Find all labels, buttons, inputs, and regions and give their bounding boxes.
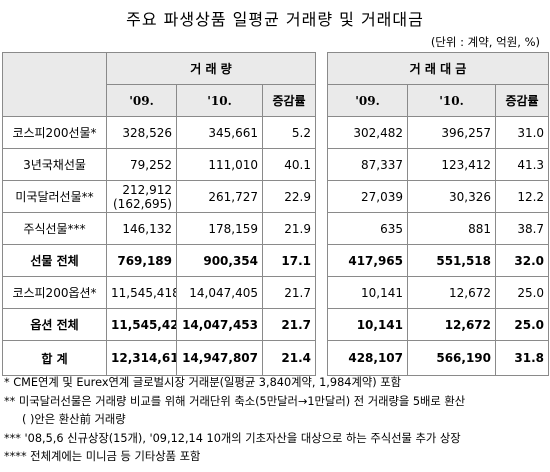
value-10-cell: 881 bbox=[407, 212, 496, 245]
value-change-cell: 25.0 bbox=[494, 276, 550, 309]
row-name: 주식선물*** bbox=[2, 212, 107, 245]
value-10-cell: 566,190 bbox=[407, 340, 496, 376]
value-09-cell: 428,107 bbox=[327, 340, 408, 376]
footnote: ** 미국달러선물은 거래량 비교를 위해 거래단위 축소(5만달러→1만달러)… bbox=[4, 394, 466, 408]
row-name: 코스피200선물* bbox=[2, 116, 107, 149]
value-change-cell: 41.3 bbox=[494, 148, 550, 181]
value-change-cell: 12.2 bbox=[494, 180, 550, 213]
volume-change-cell: 21.9 bbox=[262, 212, 316, 245]
row-name: 미국달러선물** bbox=[2, 180, 107, 213]
volume-change-cell: 5.2 bbox=[262, 116, 316, 149]
table-row: 옵션 전체 11,545,421 14,047,453 21.7 10,141 … bbox=[2, 308, 550, 341]
volume-09-cell: 11,545,421 bbox=[106, 308, 177, 341]
value-year-10-header: '10. bbox=[407, 84, 496, 117]
row-name: 옵션 전체 bbox=[2, 308, 107, 341]
volume-09-value: 212,912 bbox=[122, 182, 172, 197]
footnote: **** 전체계에는 미니금 등 기타상품 포함 bbox=[4, 450, 201, 463]
volume-change-cell: 17.1 bbox=[262, 244, 316, 277]
volume-10-cell: 178,159 bbox=[176, 212, 263, 245]
volume-change-cell: 22.9 bbox=[262, 180, 316, 213]
volume-10-cell: 14,047,453 bbox=[176, 308, 263, 341]
volume-change-cell: 21.7 bbox=[262, 308, 316, 341]
table-row: 주식선물*** 146,132 178,159 21.9 635 881 38.… bbox=[2, 212, 550, 245]
volume-year-10-header: '10. bbox=[176, 84, 263, 117]
volume-09-cell: 328,526 bbox=[106, 116, 177, 149]
row-name: 3년국채선물 bbox=[2, 148, 107, 181]
value-10-cell: 123,412 bbox=[407, 148, 496, 181]
value-10-cell: 551,518 bbox=[407, 244, 496, 277]
volume-change-cell: 40.1 bbox=[262, 148, 316, 181]
row-name: 코스피200옵션* bbox=[2, 276, 107, 309]
row-name: 합 계 bbox=[2, 340, 107, 376]
volume-09-cell: 146,132 bbox=[106, 212, 177, 245]
value-year-09-header: '09. bbox=[327, 84, 408, 117]
value-09-cell: 27,039 bbox=[327, 180, 408, 213]
volume-10-cell: 345,661 bbox=[176, 116, 263, 149]
volume-09-cell: 79,252 bbox=[106, 148, 177, 181]
corner-header-cell bbox=[2, 52, 107, 117]
table-row: 코스피200선물* 328,526 345,661 5.2 302,482 39… bbox=[2, 116, 550, 149]
value-10-cell: 12,672 bbox=[407, 276, 496, 309]
value-header: 거 래 대 금 bbox=[326, 52, 550, 85]
value-change-header: 증감률 bbox=[494, 84, 550, 117]
table-row: 선물 전체 769,189 900,354 17.1 417,965 551,5… bbox=[2, 244, 550, 277]
volume-header: 거 래 량 bbox=[106, 52, 316, 85]
footnote: *** '08,5,6 신규상장(15개), '09,12,14 10개의 기초… bbox=[4, 431, 461, 445]
value-change-cell: 38.7 bbox=[494, 212, 550, 245]
table-row: 코스피200옵션* 11,545,418 14,047,405 21.7 10,… bbox=[2, 276, 550, 309]
volume-change-header: 증감률 bbox=[262, 84, 316, 117]
volume-09-cell: 212,912 (162,695) bbox=[106, 180, 177, 213]
volume-change-cell: 21.7 bbox=[262, 276, 316, 309]
statistics-table: 거 래 량 거 래 대 금 '09. '10. 증감률 '09. '10. 증감… bbox=[2, 52, 550, 376]
value-09-cell: 635 bbox=[327, 212, 408, 245]
table-row: 합 계 12,314,610 14,947,807 21.4 428,107 5… bbox=[2, 340, 550, 376]
table-row: 미국달러선물** 212,912 (162,695) 261,727 22.9 2… bbox=[2, 180, 550, 213]
value-change-cell: 25.0 bbox=[494, 308, 550, 341]
value-09-cell: 417,965 bbox=[327, 244, 408, 277]
volume-09-original-value: (162,695) bbox=[113, 196, 172, 211]
volume-09-cell: 769,189 bbox=[106, 244, 177, 277]
volume-change-cell: 21.4 bbox=[262, 340, 316, 376]
row-name: 선물 전체 bbox=[2, 244, 107, 277]
footnotes: * CME연계 및 Eurex연계 글로벌시장 거래분(일평균 3,840계약,… bbox=[4, 374, 465, 467]
footnote: * CME연계 및 Eurex연계 글로벌시장 거래분(일평균 3,840계약,… bbox=[4, 376, 402, 389]
volume-10-cell: 14,947,807 bbox=[176, 340, 263, 376]
value-change-cell: 31.0 bbox=[494, 116, 550, 149]
volume-10-cell: 900,354 bbox=[176, 244, 263, 277]
value-09-cell: 10,141 bbox=[327, 308, 408, 341]
value-change-cell: 31.8 bbox=[494, 340, 550, 376]
value-09-cell: 302,482 bbox=[327, 116, 408, 149]
volume-year-09-header: '09. bbox=[106, 84, 177, 117]
volume-09-cell: 11,545,418 bbox=[106, 276, 177, 309]
value-change-cell: 32.0 bbox=[494, 244, 550, 277]
page-title: 주요 파생상품 일평균 거래량 및 거래대금 bbox=[126, 10, 424, 29]
volume-10-cell: 261,727 bbox=[176, 180, 263, 213]
volume-10-cell: 111,010 bbox=[176, 148, 263, 181]
unit-label: (단위 : 계약, 억원, %) bbox=[430, 35, 540, 49]
value-10-cell: 30,326 bbox=[407, 180, 496, 213]
value-10-cell: 396,257 bbox=[407, 116, 496, 149]
volume-10-cell: 14,047,405 bbox=[176, 276, 263, 309]
table-row: 3년국채선물 79,252 111,010 40.1 87,337 123,41… bbox=[2, 148, 550, 181]
value-09-cell: 10,141 bbox=[327, 276, 408, 309]
value-09-cell: 87,337 bbox=[327, 148, 408, 181]
footnote: ( )안은 환산前 거래량 bbox=[22, 413, 126, 426]
value-10-cell: 12,672 bbox=[407, 308, 496, 341]
volume-09-cell: 12,314,610 bbox=[106, 340, 177, 376]
